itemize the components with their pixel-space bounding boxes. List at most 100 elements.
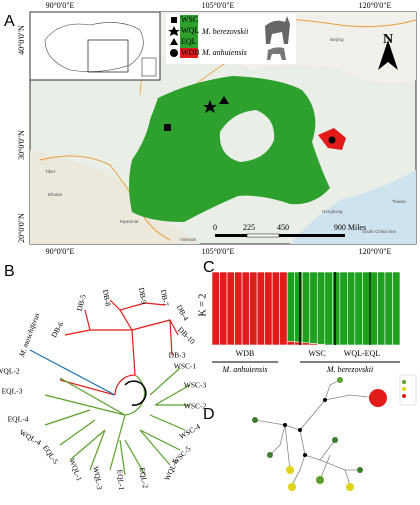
inset-map [29,11,161,81]
ancestry-green [339,271,348,346]
ancestry-red [234,271,243,346]
legend-label: EQL [181,37,197,46]
wsc-marker [164,124,171,131]
tree-label: DB-9 [137,287,149,305]
ancestry-green [369,271,378,346]
tree-label: WSC-2 [184,402,207,411]
haplotype [288,483,296,491]
tree-label: DB-5 [75,293,88,312]
ancestry-green [384,271,393,346]
place-label: Tibet [45,169,56,174]
ancestry-red [294,341,303,346]
sea [290,170,416,244]
ancestry-red [301,342,311,346]
species-label: M. anhuiensis [222,365,268,374]
median-vector [283,423,287,427]
ancestry-green [301,271,311,344]
ancestry-green [377,271,386,346]
panel-label: C [203,259,215,276]
inset-box [141,57,157,77]
panel-label: A [4,13,15,30]
haplotype [286,466,294,474]
inset-china [44,22,144,72]
panel-label: B [4,263,15,280]
ancestry-red [271,271,280,346]
legend-symbol [170,38,178,45]
ancestry-green [347,271,356,346]
haplotype [346,483,354,491]
group-label: WDB [236,349,255,358]
network-legend-symbol [402,394,406,398]
ancestry-red [241,271,250,346]
tree-label: DB-8 [101,289,113,307]
network-legend-symbol [402,380,406,384]
tree-label: EQL-3 [2,387,23,396]
tree-label: DB-10 [176,325,197,346]
legend-symbol [168,26,180,36]
tree-label: M. moschiferus [17,311,42,359]
median-vector [298,428,302,432]
place-label: South China Sea [362,229,397,234]
scale-bar [215,234,345,237]
distribution-range [129,76,330,222]
legend-swatch [180,15,198,48]
north-arrow [378,40,398,70]
ancestry-red [219,271,228,346]
wql-marker [203,100,217,113]
left-tick: 40°0'0"N [17,25,26,55]
tree-label: WSC-4 [178,422,202,441]
median-vector [303,453,307,457]
group-label: WQL-EQL [344,349,381,358]
tree-label: EQL-5 [41,443,60,465]
tree-label: EQL-4 [8,415,29,424]
species-label: M. berezovskii [326,365,373,374]
tree-label: EQL-1 [115,469,126,491]
ancestry-green [316,271,326,345]
ancestry-red [249,271,258,346]
haplotype [369,389,387,407]
panel-label: D [203,406,215,423]
place-label: Myanmar [120,219,139,224]
legend-label: WQL [181,26,199,35]
north-label: N [383,32,393,47]
ancestry-green [324,271,333,346]
haplotype [316,476,324,484]
scale-label: 225 [243,223,255,232]
haplotype [332,437,338,443]
ancestry-green [309,271,318,344]
ancestry-green [354,271,363,346]
bottom-tick: 90°0'0"E [46,247,75,256]
tree-label: DB-7 [159,289,171,307]
tree-label: WSC-1 [174,362,197,371]
place-label: Vietnam [180,237,197,242]
haplotype [267,452,273,458]
tree-label: WQL-2 [0,367,20,376]
legend-swatch [180,48,198,58]
ancestry-green [362,271,371,346]
tree-label: WQL-1 [68,457,85,482]
place-label: Taiwan [392,199,407,204]
tree-label: DB-4 [175,303,191,322]
place-label: Beijing [330,37,344,42]
ancestry-red [264,271,273,346]
scale-bar [246,233,280,238]
legend-label: WDB [181,48,200,57]
left-tick: 20°0'0"N [17,213,26,243]
left-tick: 30°0'0"N [17,130,26,160]
tree-branch [29,349,116,396]
haplotype [337,377,343,383]
tree-label: WSC-3 [184,381,207,390]
group-label: WSC [308,349,325,358]
place-label: Hongkong [322,209,343,214]
top-tick: 90°0'0"E [46,1,75,10]
legend-symbol [170,49,178,57]
wdb-marker [328,136,336,144]
structure-plot [211,271,401,346]
deer-icon [265,16,290,44]
ancestry-red [309,343,318,346]
network-legend-symbol [402,387,406,391]
tree-branch [59,299,179,396]
tree-label: WQL-3 [91,466,104,491]
scale-label: 900 Miles [334,223,366,232]
